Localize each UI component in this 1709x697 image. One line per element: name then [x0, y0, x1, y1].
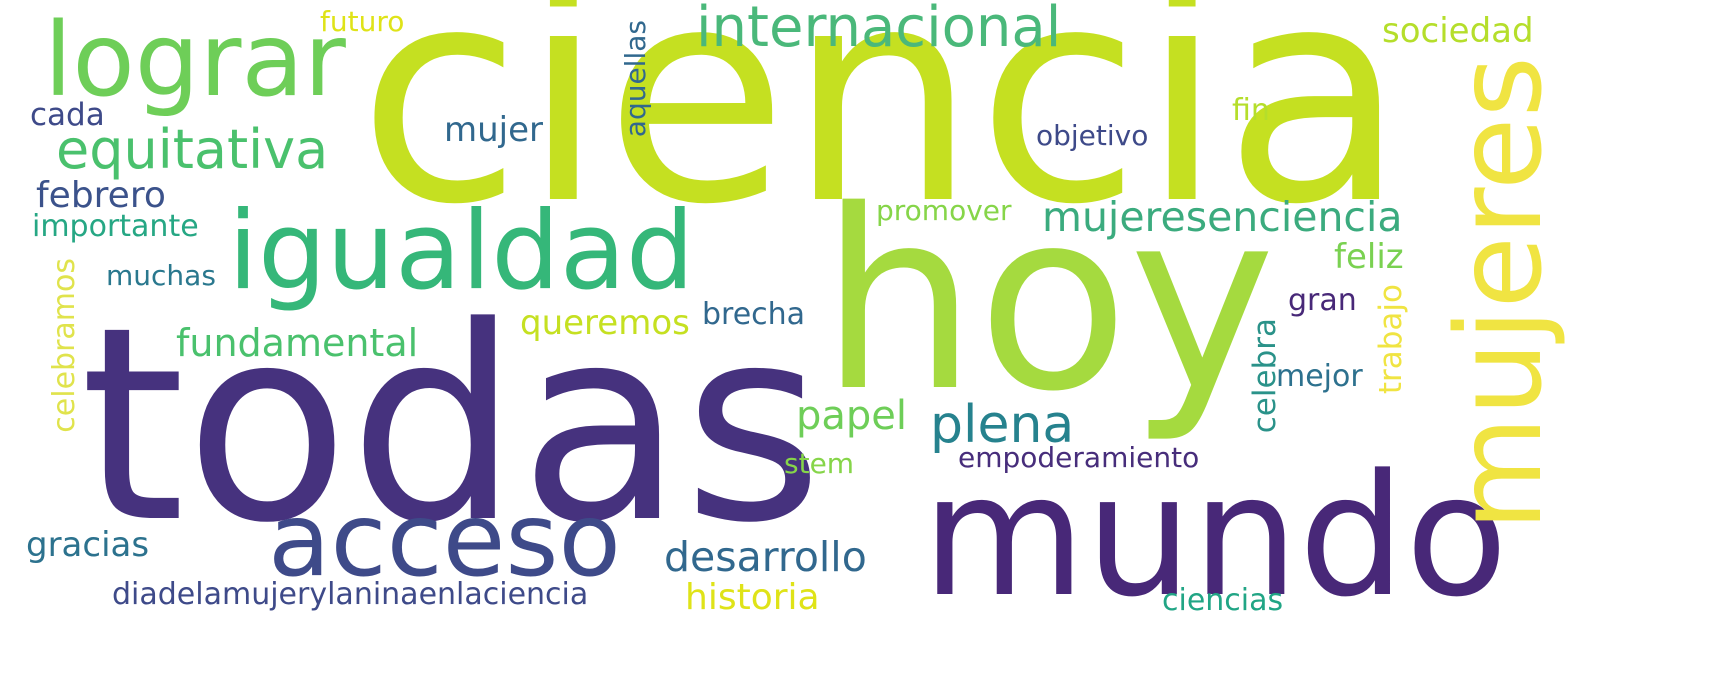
- word-sociedad: sociedad: [1382, 11, 1534, 51]
- word-mujeres: mujeres: [1430, 56, 1568, 532]
- word-mujeresenciencia: mujeresenciencia: [1042, 193, 1403, 241]
- word-mejor: mejor: [1276, 359, 1363, 394]
- word-aquellas: aquellas: [619, 20, 652, 138]
- word-igualdad: igualdad: [228, 189, 695, 314]
- word-hoy: hoy: [820, 158, 1276, 446]
- word-brecha: brecha: [702, 297, 806, 332]
- word-desarrollo: desarrollo: [664, 533, 867, 581]
- word-todas: todas: [80, 270, 824, 582]
- word-internacional: internacional: [696, 0, 1062, 60]
- word-mundo: mundo: [922, 438, 1509, 634]
- word-plena: plena: [930, 395, 1075, 455]
- word-feliz: feliz: [1334, 237, 1404, 277]
- word-lograr: lograr: [44, 1, 346, 120]
- word-queremos: queremos: [520, 303, 690, 343]
- word-promover: promover: [876, 194, 1012, 227]
- word-importante: importante: [32, 209, 199, 244]
- word-muchas: muchas: [106, 259, 216, 292]
- word-gran: gran: [1288, 283, 1357, 318]
- word-futuro: futuro: [320, 5, 405, 38]
- word-objetivo: objetivo: [1036, 119, 1149, 152]
- word-acceso: acceso: [268, 481, 621, 600]
- word-gracias: gracias: [26, 525, 150, 565]
- word-celebramos: celebramos: [47, 258, 82, 433]
- word-cada: cada: [30, 97, 105, 133]
- word-ciencias: ciencias: [1162, 583, 1284, 618]
- word-equitativa: equitativa: [56, 118, 329, 181]
- word-empoderamiento: empoderamiento: [958, 441, 1200, 474]
- word-historia: historia: [685, 577, 820, 618]
- word-fin: fin: [1232, 93, 1270, 128]
- word-diadelamujerylaninaenlaciencia: diadelamujerylaninaenlaciencia: [112, 577, 589, 612]
- word-fundamental: fundamental: [176, 321, 419, 365]
- word-papel: papel: [796, 393, 908, 439]
- word-febrero: febrero: [36, 175, 166, 216]
- word-mujer: mujer: [444, 110, 544, 150]
- word-stem: stem: [784, 447, 855, 480]
- word-ciencia: ciencia: [358, 0, 1407, 270]
- word-trabajo: trabajo: [1373, 284, 1409, 395]
